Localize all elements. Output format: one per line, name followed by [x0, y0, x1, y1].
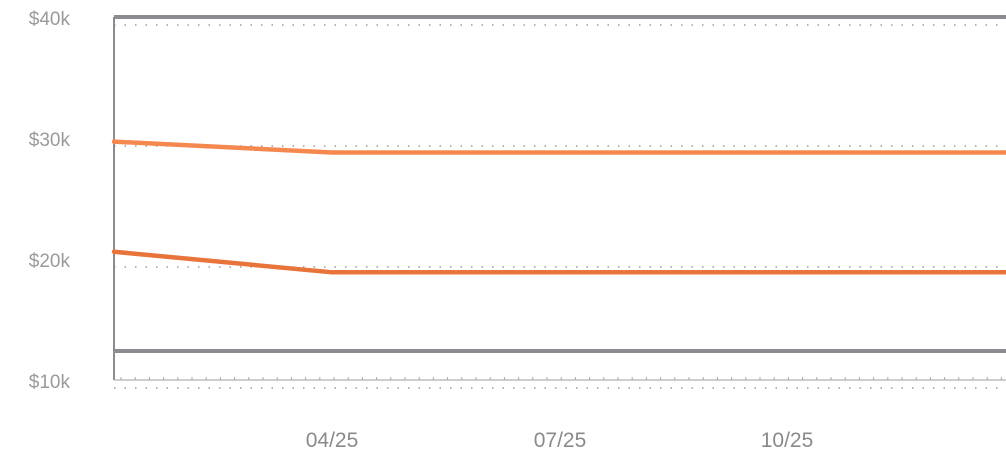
x-tick-label: 10/25	[761, 429, 814, 452]
y-tick-label: $40k	[29, 9, 71, 30]
series-lines	[111, 139, 1006, 275]
x-axis-ticks: 04/25 07/25 10/25	[306, 429, 814, 452]
reference-lines	[114, 15, 1006, 353]
y-tick-label: $30k	[29, 130, 71, 151]
y-tick-label: $10k	[29, 372, 71, 393]
series-line-1	[111, 139, 1006, 155]
gridlines	[114, 24, 1006, 389]
x-tick-label: 07/25	[534, 429, 587, 452]
y-axis-ticks: $40k $30k $20k $10k	[29, 9, 71, 393]
y-tick-label: $20k	[29, 251, 71, 272]
series-line-2	[111, 249, 1006, 275]
axes	[113, 17, 1006, 381]
x-tick-label: 04/25	[306, 429, 359, 452]
